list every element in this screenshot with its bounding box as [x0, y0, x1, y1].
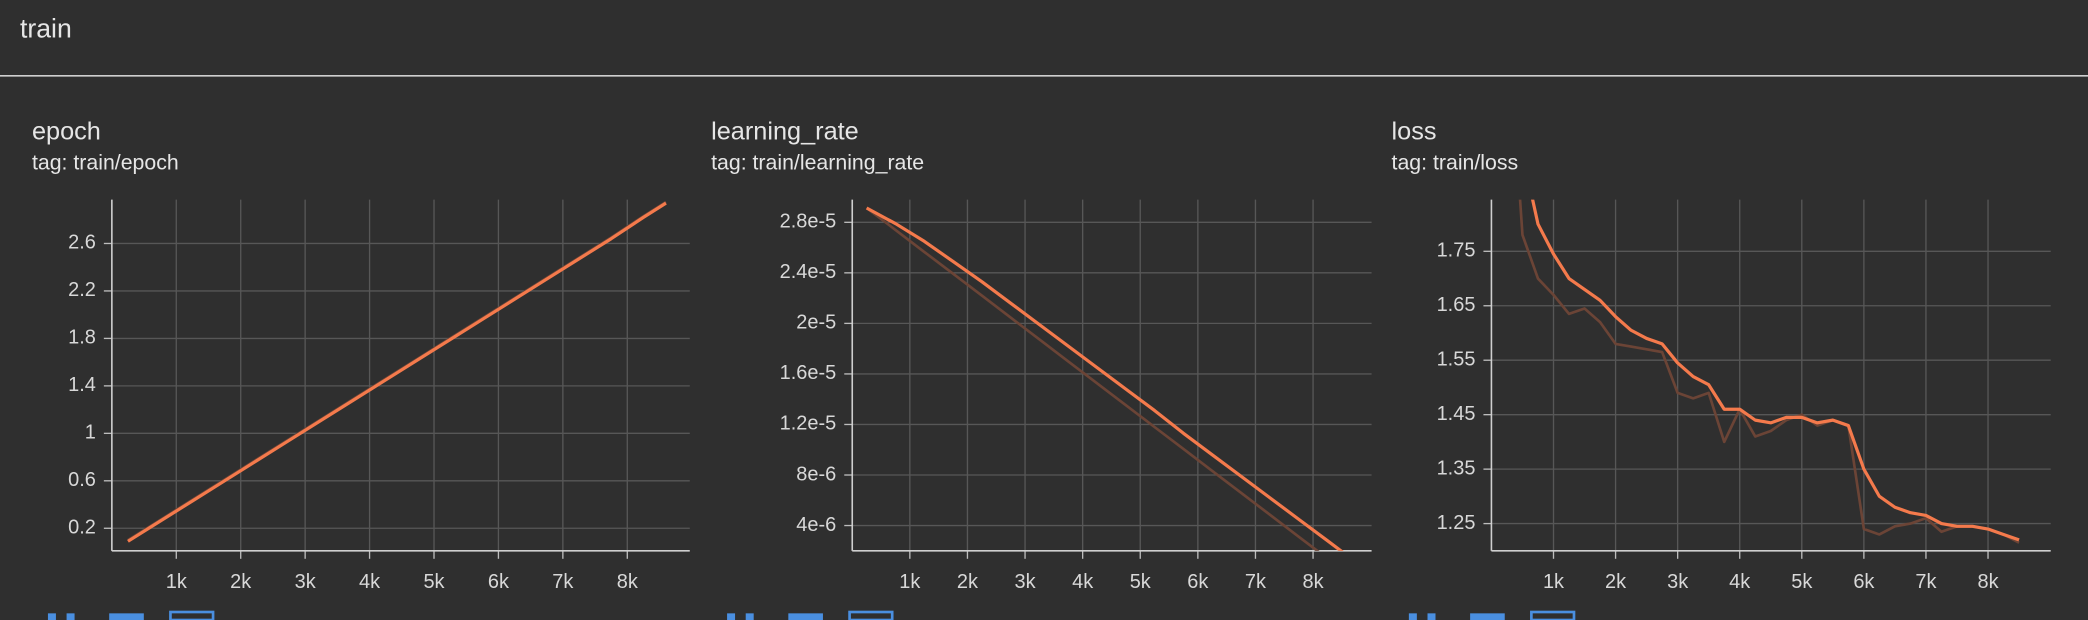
icon[interactable] [788, 613, 823, 620]
x-tick-label: 4k [1729, 571, 1750, 593]
x-tick-label: 3k [295, 571, 316, 593]
section-title: train [20, 14, 72, 44]
series-line [865, 206, 1344, 551]
series-line [1518, 199, 2020, 544]
x-tick-label: 7k [552, 571, 573, 593]
series-line [865, 206, 1320, 551]
y-tick-label: 2e-5 [796, 312, 836, 334]
x-tick-label: 5k [1791, 571, 1812, 593]
chart-subtitle: tag: train/learning_rate [711, 150, 924, 174]
x-tick-label: 7k [1915, 571, 1936, 593]
chart-title: epoch [32, 118, 101, 146]
x-tick-label: 4k [359, 571, 380, 593]
chart-title: loss [1392, 118, 1437, 146]
icon[interactable] [848, 610, 894, 620]
x-tick-label: 1k [166, 571, 187, 593]
y-tick-label: 1.8 [68, 327, 96, 349]
icon[interactable] [1530, 610, 1576, 620]
x-tick-label: 6k [488, 571, 509, 593]
y-tick-label: 1.45 [1437, 403, 1476, 425]
y-tick-label: 2.6 [68, 232, 96, 254]
x-tick-label: 5k [423, 571, 444, 593]
x-tick-label: 3k [1015, 571, 1036, 593]
chart-card: loss tag: train/loss 1.25 1.35 1.45 1.55 1.65 1… [1392, 118, 2051, 593]
icon[interactable] [66, 613, 75, 620]
chart-card: epoch tag: train/epoch 0.2 0.6 1 1.4 1.8 2.2 2.6… [32, 118, 690, 593]
icon[interactable] [1408, 613, 1417, 620]
y-tick-label: 2.4e-5 [780, 261, 837, 283]
y-tick-label: 0.2 [68, 517, 96, 539]
x-tick-label: 8k [617, 571, 638, 593]
x-tick-label: 1k [899, 571, 920, 593]
y-tick-label: 2.8e-5 [780, 211, 837, 233]
icon[interactable] [1470, 613, 1505, 620]
card-toolbar [47, 610, 1576, 620]
y-tick-label: 1.25 [1437, 512, 1476, 534]
y-tick-label: 2.2 [68, 279, 96, 301]
icon[interactable] [745, 613, 754, 620]
x-tick-label: 7k [1245, 571, 1266, 593]
x-tick-label: 1k [1543, 571, 1564, 593]
icon[interactable] [47, 613, 56, 620]
y-tick-label: 1.65 [1437, 294, 1476, 316]
x-tick-label: 2k [1605, 571, 1626, 593]
x-tick-label: 2k [957, 571, 978, 593]
icon[interactable] [1427, 613, 1436, 620]
y-tick-label: 1.75 [1437, 240, 1476, 262]
y-tick-label: 1.55 [1437, 348, 1476, 370]
y-tick-label: 1.35 [1437, 457, 1476, 479]
y-tick-label: 1.4 [68, 374, 96, 396]
icon[interactable] [727, 613, 736, 620]
chart-subtitle: tag: train/loss [1392, 150, 1519, 174]
chart-card: learning_rate tag: train/learning_rate 4e-… [711, 118, 1372, 593]
y-tick-label: 4e-6 [796, 514, 836, 536]
y-tick-label: 1 [85, 422, 96, 444]
x-tick-label: 6k [1187, 571, 1208, 593]
x-tick-label: 5k [1130, 571, 1151, 593]
y-tick-label: 1.6e-5 [780, 362, 837, 384]
x-tick-label: 3k [1667, 571, 1688, 593]
series-line [1530, 199, 2020, 542]
icon[interactable] [109, 613, 144, 620]
y-tick-label: 0.6 [68, 469, 96, 491]
icon[interactable] [169, 610, 215, 620]
y-tick-label: 8e-6 [796, 463, 836, 485]
x-tick-label: 2k [230, 571, 251, 593]
series-line [127, 201, 667, 543]
x-tick-label: 8k [1977, 571, 1998, 593]
chart-subtitle: tag: train/epoch [32, 150, 179, 174]
y-tick-label: 1.2e-5 [780, 413, 837, 435]
x-tick-label: 6k [1853, 571, 1874, 593]
chart-title: learning_rate [711, 118, 859, 146]
x-tick-label: 8k [1303, 571, 1324, 593]
x-tick-label: 4k [1072, 571, 1093, 593]
